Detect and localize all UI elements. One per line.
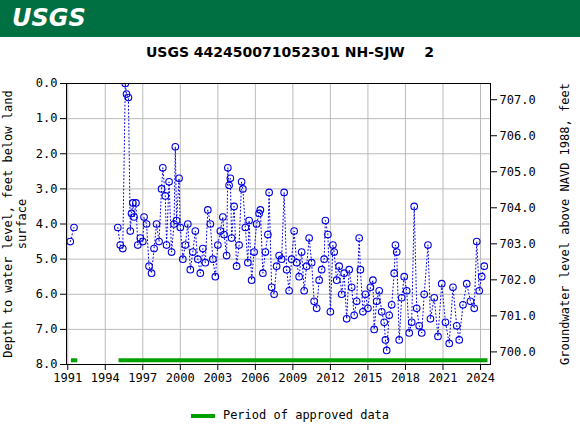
svg-text:8.0: 8.0 (36, 357, 58, 371)
html-text:Groundwater level above NAVD 1: Groundwater level above NAVD 1988, feet (557, 82, 571, 365)
svg-text:6.0: 6.0 (36, 287, 58, 301)
svg-text:1997: 1997 (128, 371, 157, 385)
svg-text:2024: 2024 (466, 371, 495, 385)
html-text:Period of approved data: Period of approved data (222, 408, 390, 422)
html-text:Depth to water level, feet bel: Depth to water level, feet below land su… (0, 89, 28, 358)
svg-text:2003: 2003 (203, 371, 232, 385)
svg-text:2018: 2018 (391, 371, 420, 385)
svg-text:1991: 1991 (53, 371, 82, 385)
svg-text:2.0: 2.0 (36, 147, 58, 161)
svg-text:707.0: 707.0 (500, 93, 536, 107)
svg-text:4.0: 4.0 (36, 217, 58, 231)
svg-text:2000: 2000 (166, 371, 195, 385)
svg-text:706.0: 706.0 (500, 129, 536, 143)
svg-text:703.0: 703.0 (500, 237, 536, 251)
svg-text:1994: 1994 (91, 371, 120, 385)
svg-text:702.0: 702.0 (500, 273, 536, 287)
svg-text:2009: 2009 (278, 371, 307, 385)
svg-text:3.0: 3.0 (36, 182, 58, 196)
svg-text:2015: 2015 (353, 371, 382, 385)
svg-text:2021: 2021 (429, 371, 458, 385)
svg-text:0.0: 0.0 (36, 76, 58, 90)
svg-text:704.0: 704.0 (500, 201, 536, 215)
svg-text:701.0: 701.0 (500, 309, 536, 323)
svg-text:2012: 2012 (316, 371, 345, 385)
html-text:USGS: USGS (12, 4, 86, 32)
svg-text:5.0: 5.0 (36, 252, 58, 266)
svg-text:700.0: 700.0 (500, 345, 536, 359)
svg-text:2006: 2006 (241, 371, 270, 385)
svg-text:1.0: 1.0 (36, 111, 58, 125)
svg-text:7.0: 7.0 (36, 322, 58, 336)
html-text:USGS 442450071052301 NH-SJW 2: USGS 442450071052301 NH-SJW 2 (145, 44, 434, 60)
svg-text:705.0: 705.0 (500, 165, 536, 179)
